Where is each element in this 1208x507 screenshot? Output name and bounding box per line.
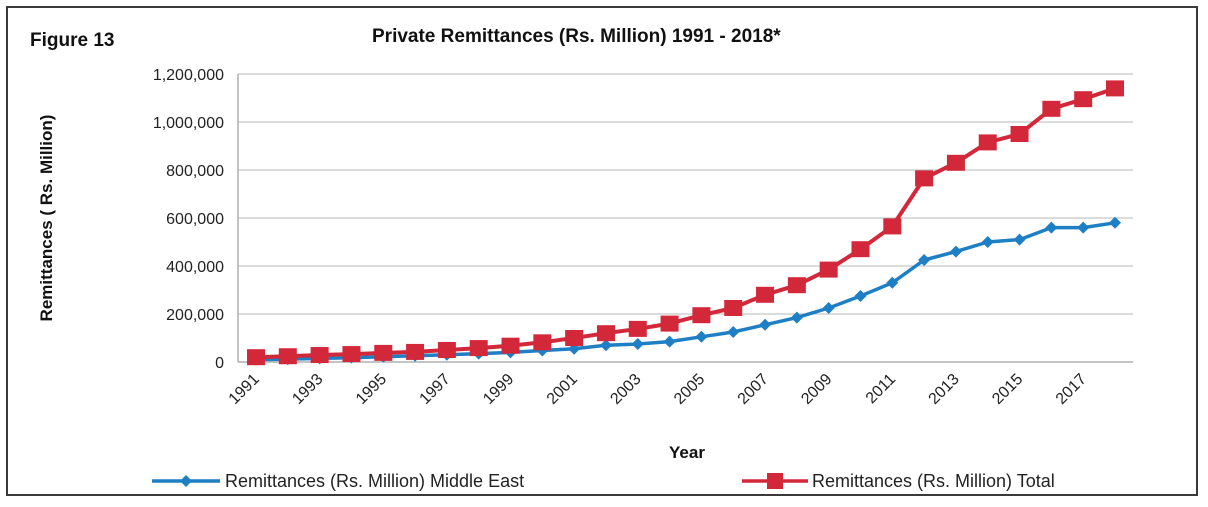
data-point-middle-east [918,254,931,266]
x-tick-label: 1999 [480,371,517,408]
data-point-middle-east [1045,221,1058,234]
data-point-total [915,170,934,187]
data-point-middle-east [727,326,740,338]
x-tick-label: 2017 [1053,371,1090,408]
series-markers [247,80,1124,366]
y-tick-label: 0 [215,355,224,372]
data-point-total [1074,91,1093,108]
x-tick-label: 1993 [289,371,326,408]
data-point-middle-east [854,290,867,302]
data-point-total [724,300,743,316]
y-tick-label: 200,000 [166,307,224,324]
data-point-total [851,241,870,258]
y-tick-label: 800,000 [166,163,224,180]
x-axis-title: Year [669,443,705,462]
figure-label: Figure 13 [30,30,115,51]
legend-label-total: Remittances (Rs. Million) Total [812,471,1055,491]
data-point-middle-east [790,311,803,324]
legend: Remittances (Rs. Million) Middle East Re… [152,471,1055,491]
data-point-total [501,337,520,354]
x-tick-label: 2007 [735,371,772,408]
data-point-total [787,277,806,294]
y-axis-title: Remittances ( Rs. Million) [37,115,56,322]
data-point-middle-east [663,335,676,348]
series-line-total [255,86,1116,360]
data-point-total [946,154,965,171]
x-tick-label: 2001 [544,371,581,408]
data-point-total [692,307,711,324]
data-point-middle-east [981,236,994,248]
x-tick-label: 2011 [863,371,899,407]
data-point-total [533,334,552,351]
data-point-total [1042,100,1061,117]
x-tick-label: 2015 [989,371,1026,408]
data-point-total [628,320,647,337]
data-point-middle-east [822,302,835,314]
legend-marker-total [767,473,783,489]
axes [237,74,1133,363]
data-point-total [406,343,425,360]
data-point-total [819,261,838,278]
data-point-total [1010,126,1029,142]
x-tick-label: 2009 [798,371,835,408]
legend-label-middle-east: Remittances (Rs. Million) Middle East [225,471,524,491]
legend-item-total: Remittances (Rs. Million) Total [742,471,1055,491]
data-point-total [883,218,902,235]
x-tick-labels: 1991 1993 1995 1997 1999 2001 2003 2005 2007 2009… [226,371,1090,408]
x-tick-label: 2013 [926,371,963,408]
data-point-total [596,325,615,342]
data-point-total [247,349,265,366]
legend-marker-middle-east [180,475,192,487]
y-tick-label: 400,000 [166,259,224,276]
data-point-middle-east [695,330,708,343]
data-point-middle-east [1109,216,1121,229]
data-point-middle-east [599,339,612,352]
x-tick-label: 2003 [607,371,644,408]
data-point-total [437,342,456,358]
data-point-middle-east [1013,233,1026,246]
data-point-middle-east [949,245,962,258]
data-point-total [374,344,393,361]
data-point-total [310,347,329,364]
x-tick-label: 1995 [353,371,390,408]
data-point-middle-east [886,276,899,289]
x-tick-label: 1991 [226,371,263,408]
data-point-middle-east [759,318,772,331]
chart-title: Private Remittances (Rs. Million) 1991 -… [372,26,781,47]
data-point-middle-east [1077,221,1090,234]
y-tick-label: 600,000 [166,211,224,228]
data-point-total [469,340,488,357]
figure-frame [6,6,1198,496]
y-tick-label: 1,000,000 [153,115,224,132]
data-point-total [278,348,297,365]
legend-item-middle-east: Remittances (Rs. Million) Middle East [152,471,524,491]
x-tick-label: 1997 [417,371,454,408]
data-point-total [342,346,361,363]
series-lines [255,86,1116,362]
data-point-total [1106,80,1124,97]
y-tick-label: 1,200,000 [153,67,224,84]
series-line-middle-east [255,221,1116,362]
data-point-total [756,286,775,303]
x-tick-label: 2005 [671,371,708,408]
y-tick-labels: 0 200,000 400,000 600,000 800,000 1,000,000 1,… [153,67,224,372]
data-point-middle-east [631,338,644,350]
data-point-total [565,330,584,346]
data-point-total [660,315,679,332]
data-point-total [978,134,997,151]
